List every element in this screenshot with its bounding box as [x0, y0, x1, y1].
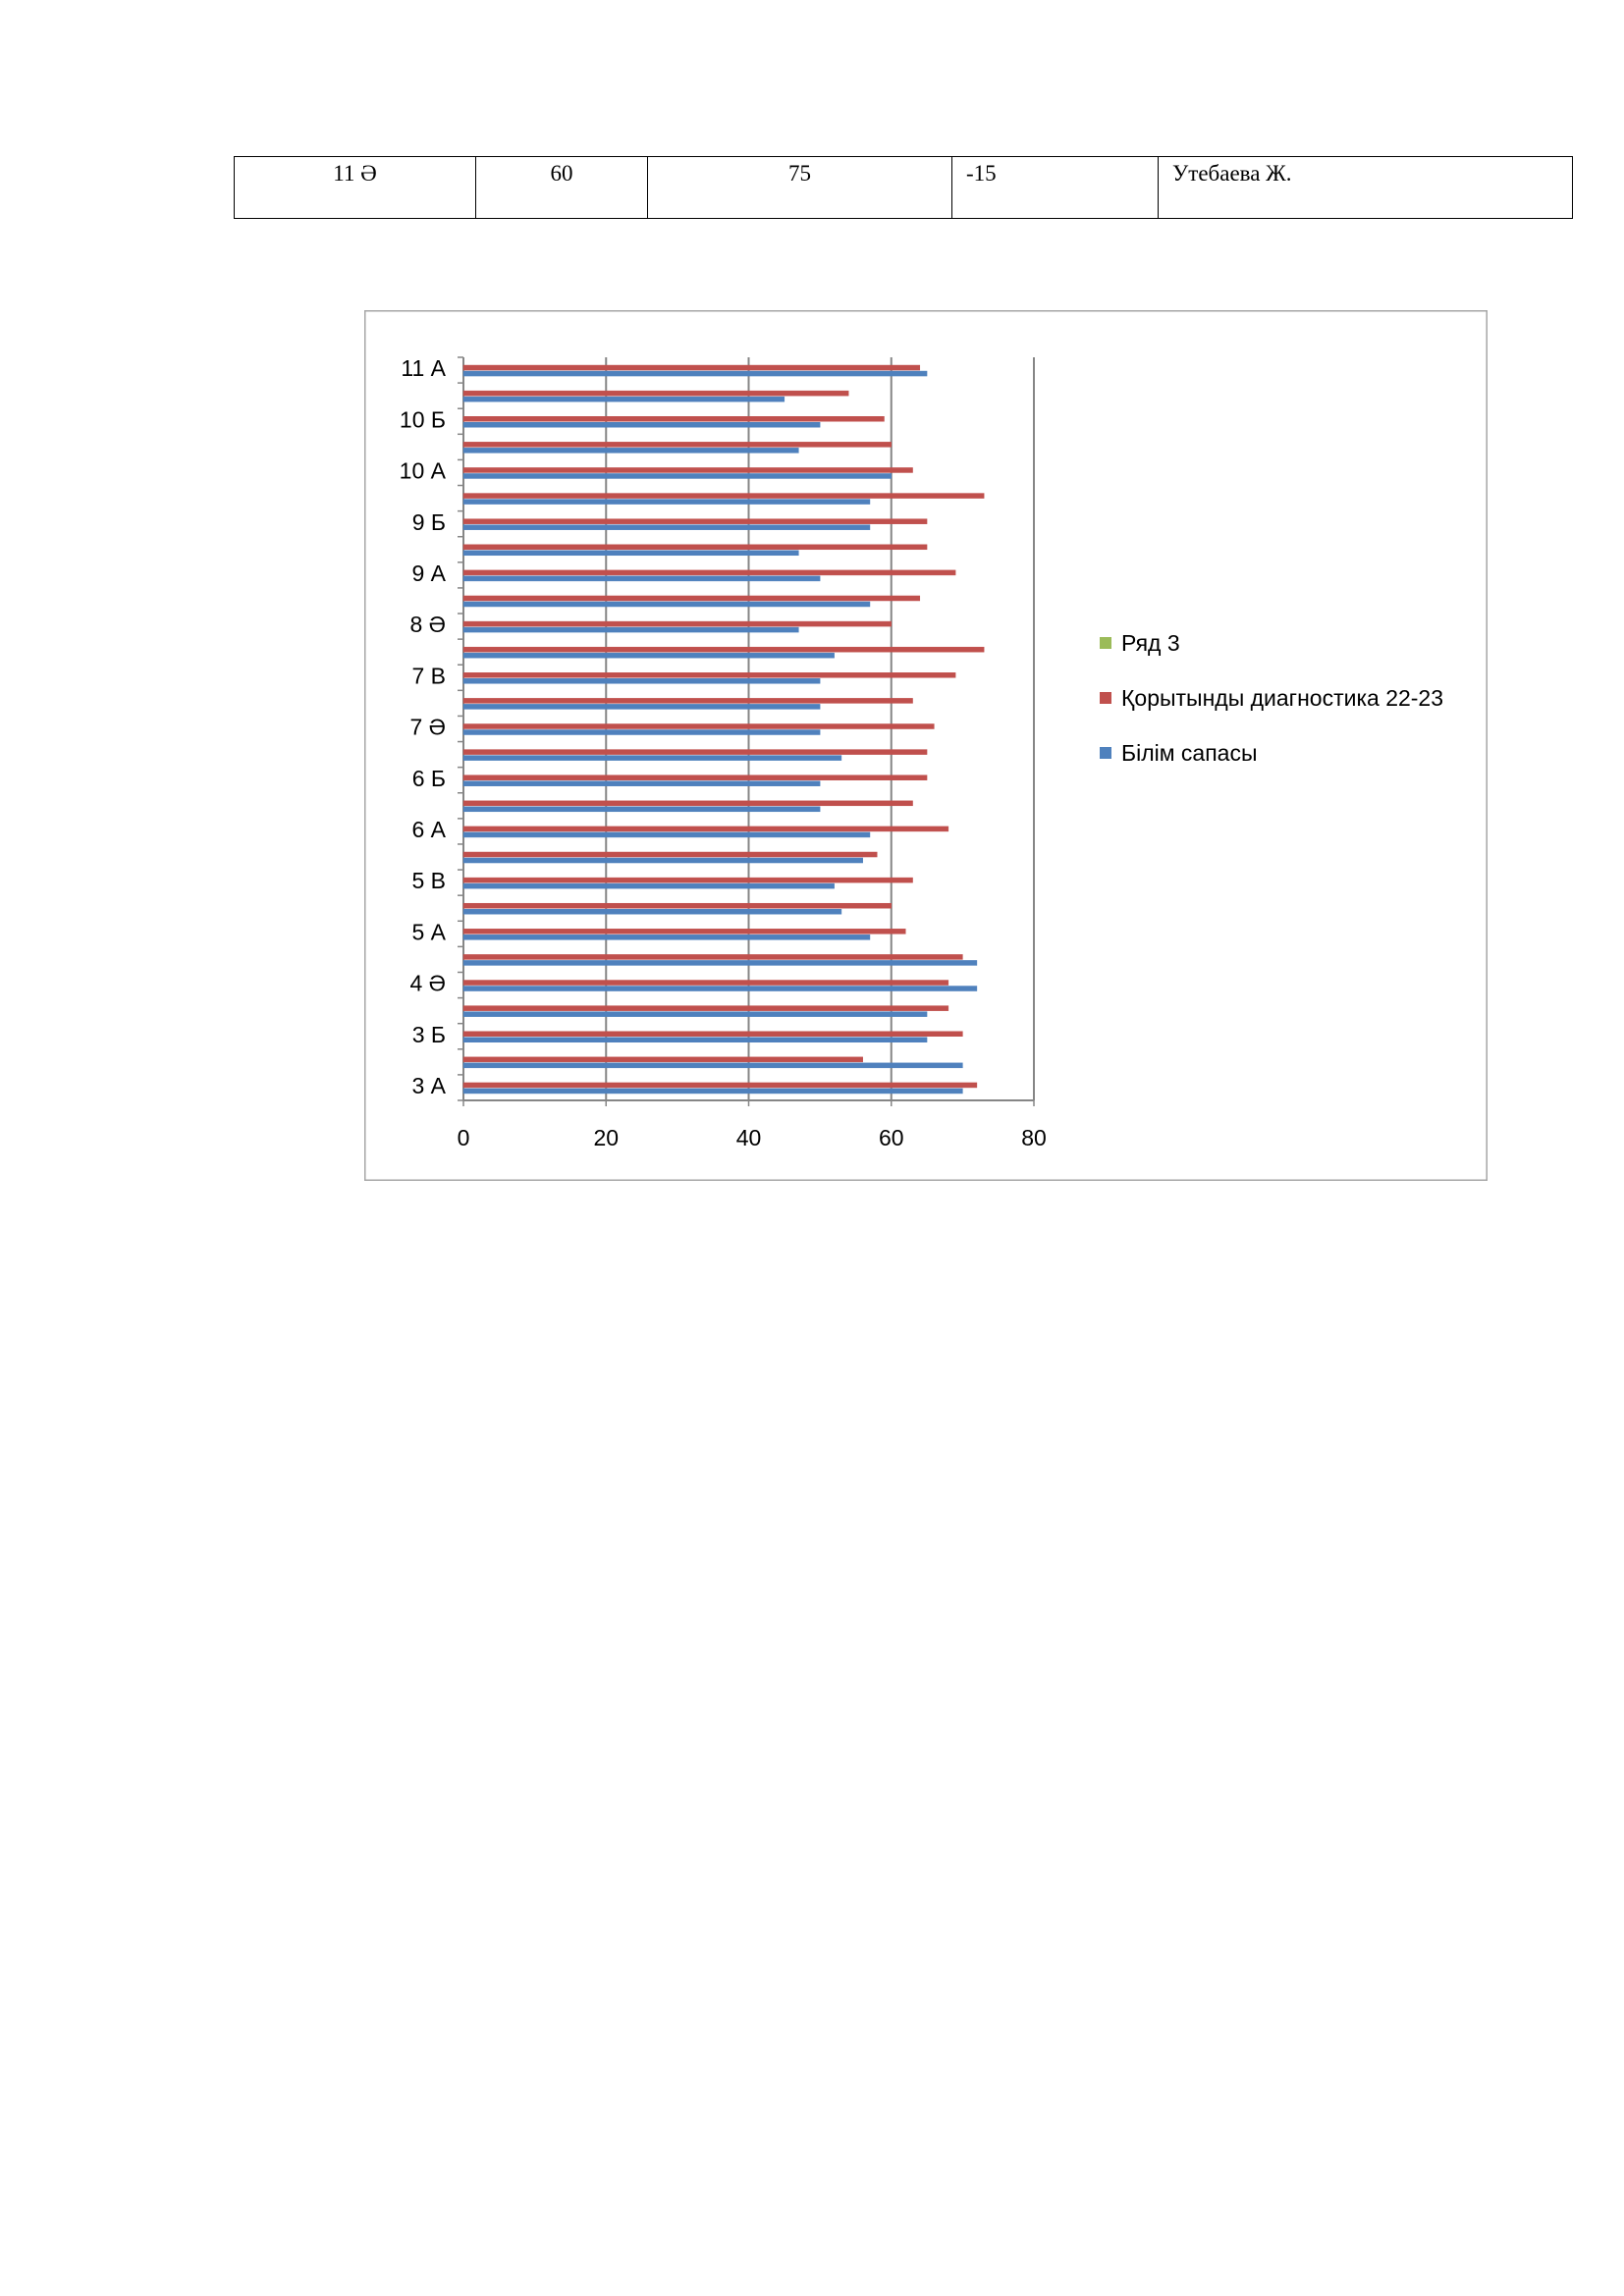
bar [462, 806, 821, 813]
bar [462, 723, 935, 729]
x-tick-label: 20 [593, 1125, 619, 1150]
bar [462, 698, 913, 704]
bar [462, 422, 821, 428]
bar [462, 1005, 949, 1011]
bar [462, 749, 928, 755]
bar [462, 755, 842, 761]
bar [462, 729, 821, 735]
cell: 75 [647, 156, 952, 219]
bar [462, 416, 885, 422]
legend-label: Қорытынды диагностика 22-23 [1121, 685, 1444, 711]
y-tick-label: 4 Ә [410, 971, 447, 996]
bar [462, 908, 842, 915]
bar [462, 652, 835, 659]
bar [462, 518, 928, 524]
bar [462, 1031, 963, 1037]
bar [462, 1037, 928, 1042]
y-tick-label: 11 А [401, 355, 446, 381]
bar [462, 857, 863, 864]
legend-swatch [1100, 637, 1111, 649]
bar [462, 902, 892, 909]
bar [462, 774, 928, 780]
bar [462, 934, 871, 940]
y-tick-label: 9 А [411, 561, 446, 586]
bar [462, 1056, 863, 1063]
bar [462, 826, 949, 832]
legend-item: Білім сапасы [1100, 738, 1473, 768]
legend-label: Білім сапасы [1121, 740, 1258, 766]
bar [462, 780, 821, 786]
bar [462, 569, 956, 576]
y-tick-label: 7 Ә [410, 715, 447, 740]
bar [462, 467, 913, 473]
bar [462, 1011, 928, 1017]
bar [462, 493, 985, 499]
bar [462, 851, 878, 858]
bar [462, 882, 835, 889]
bar [462, 954, 963, 960]
bar [462, 364, 921, 371]
bar [462, 980, 949, 986]
legend-swatch [1100, 692, 1111, 704]
bar [462, 960, 978, 966]
bar [462, 448, 799, 454]
table: 11 Ә 60 75 -15 Утебаева Ж. [234, 156, 1573, 219]
y-tick-label: 3 Б [412, 1022, 446, 1047]
bar [462, 672, 956, 678]
bar [462, 601, 871, 608]
bar [462, 626, 799, 633]
y-tick-label: 5 В [411, 868, 446, 893]
legend-swatch [1100, 747, 1111, 759]
bar [462, 575, 821, 582]
bar [462, 544, 928, 551]
bar [462, 524, 871, 530]
bar [462, 473, 892, 479]
y-tick-label: 6 Б [412, 766, 446, 791]
bar [462, 678, 821, 684]
y-tick-label: 10 А [400, 458, 447, 484]
bar [462, 595, 921, 602]
cell: 60 [475, 156, 648, 219]
bar [462, 1088, 963, 1095]
bar [462, 1062, 963, 1069]
bar [462, 646, 985, 653]
bar [462, 499, 871, 505]
x-tick-label: 0 [458, 1125, 470, 1150]
y-tick-label: 7 В [411, 663, 446, 688]
y-tick-label: 3 А [411, 1073, 446, 1098]
chart: 0 20 40 60 80 3 А 3 Б 4 Ә 5 А 5 В 6 А 6 Б 7 Ә 7 В 8 Ә 9… [364, 310, 1488, 1181]
y-tick-label: 9 Б [412, 509, 446, 535]
bar [462, 620, 892, 627]
y-tick-label: 8 Ә [410, 612, 447, 637]
cell: -15 [951, 156, 1159, 219]
bar [462, 986, 978, 991]
legend-item: Қорытынды диагностика 22-23 [1100, 683, 1473, 713]
bar [462, 929, 906, 934]
x-tick-label: 80 [1021, 1125, 1047, 1150]
bar [462, 877, 913, 883]
bar [462, 396, 785, 402]
y-tick-label: 10 Б [400, 406, 446, 432]
table-row: 11 Ә 60 75 -15 Утебаева Ж. [234, 156, 1573, 219]
cell: Утебаева Ж. [1158, 156, 1573, 219]
bar [462, 831, 871, 838]
bar [462, 370, 928, 377]
bar [462, 442, 892, 448]
bar [462, 800, 913, 807]
bar [462, 704, 821, 710]
x-tick-label: 60 [879, 1125, 904, 1150]
bar [462, 390, 849, 397]
y-tick-label: 6 А [411, 817, 446, 842]
y-tick-label: 5 А [411, 919, 446, 944]
x-tick-label: 40 [736, 1125, 762, 1150]
legend-label: Ряд 3 [1121, 630, 1180, 656]
bar [462, 550, 799, 557]
cell: 11 Ә [234, 156, 476, 219]
legend-item: Ряд 3 [1100, 628, 1473, 658]
legend: Ряд 3 Қорытынды диагностика 22-23 Білім са… [1100, 628, 1473, 793]
bar [462, 1082, 978, 1089]
